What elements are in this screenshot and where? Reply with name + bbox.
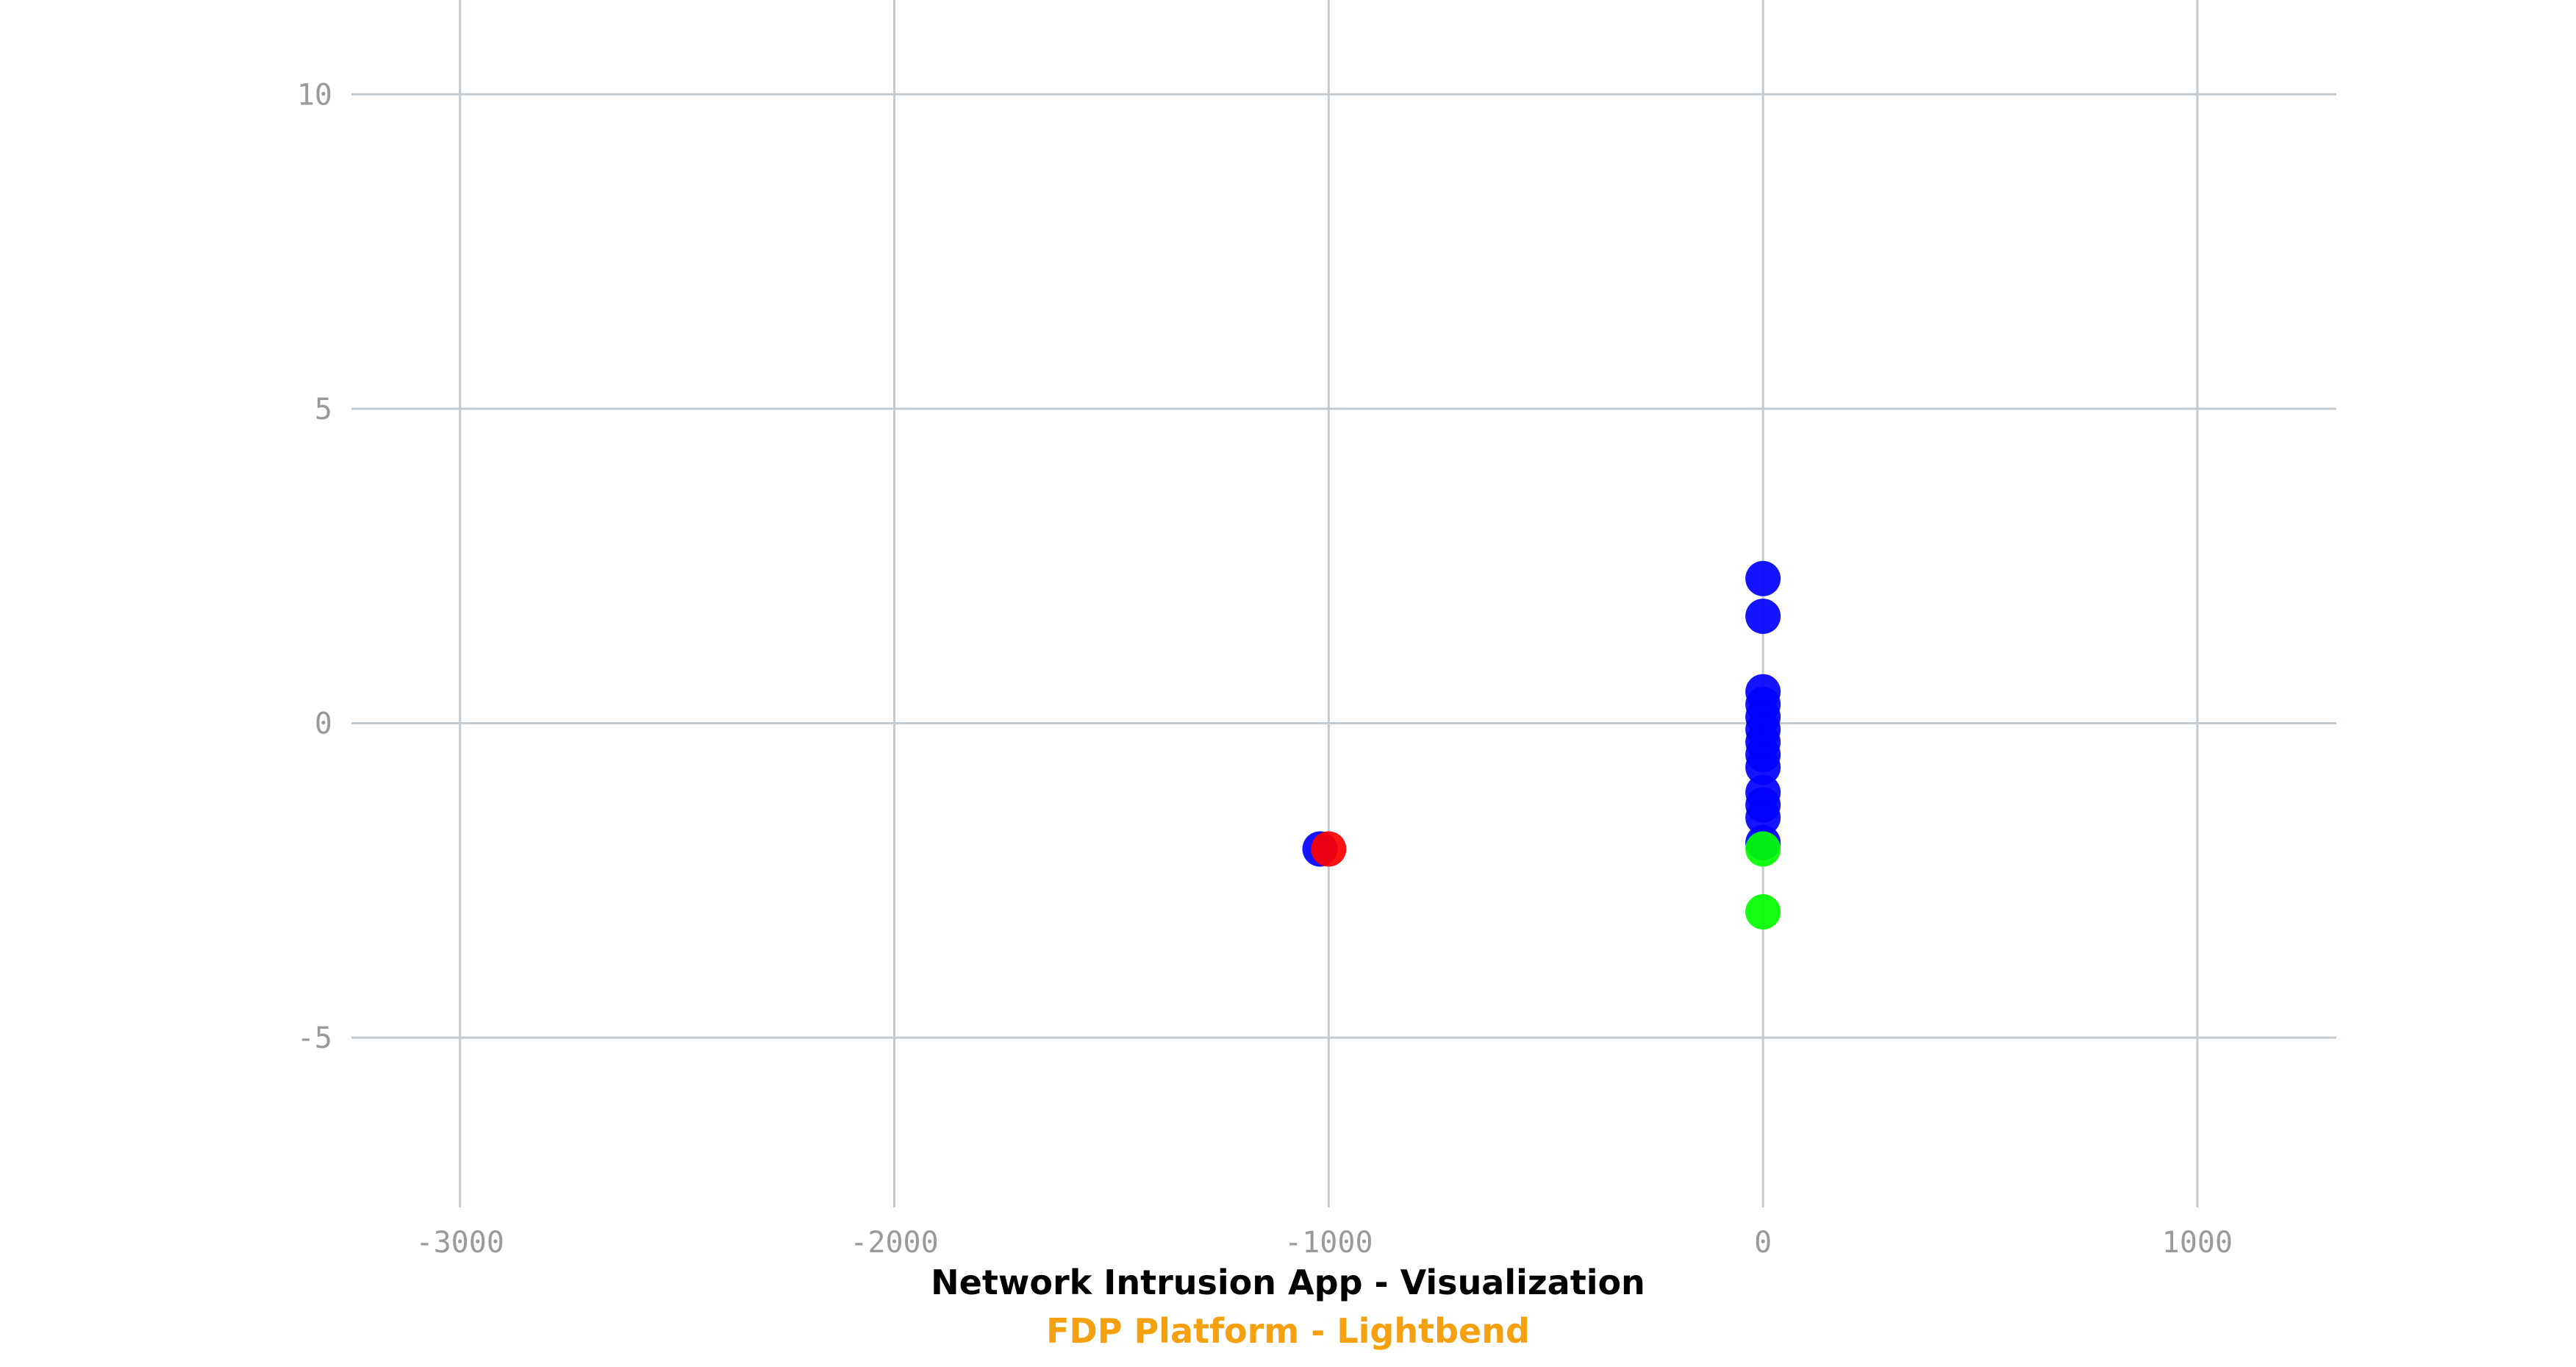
tick-labels: -3000 -2000 -1000 0 1000 10 5 0 -5 (297, 78, 2233, 1260)
x-tick-label: 1000 (2162, 1226, 2233, 1260)
chart-caption-subtitle: FDP Platform - Lightbend (1046, 1311, 1530, 1351)
data-point (1745, 749, 1781, 785)
y-tick-label: -5 (297, 1021, 332, 1055)
data-point (1745, 599, 1781, 635)
data-points (1302, 560, 1781, 930)
data-point (1745, 560, 1781, 596)
y-tick-label: 10 (297, 78, 332, 112)
y-tick-label: 5 (315, 393, 332, 426)
x-tick-label: -1000 (1284, 1226, 1373, 1260)
chart-caption-title: Network Intrusion App - Visualization (931, 1263, 1645, 1302)
x-tick-label: -3000 (415, 1226, 504, 1260)
grid (351, 0, 2336, 1207)
data-point (1745, 894, 1781, 930)
x-tick-label: -2000 (850, 1226, 938, 1260)
data-point (1311, 831, 1347, 867)
data-point (1745, 799, 1781, 835)
x-tick-label: 0 (1754, 1226, 1772, 1260)
data-point (1745, 831, 1781, 867)
y-tick-label: 0 (315, 707, 332, 740)
